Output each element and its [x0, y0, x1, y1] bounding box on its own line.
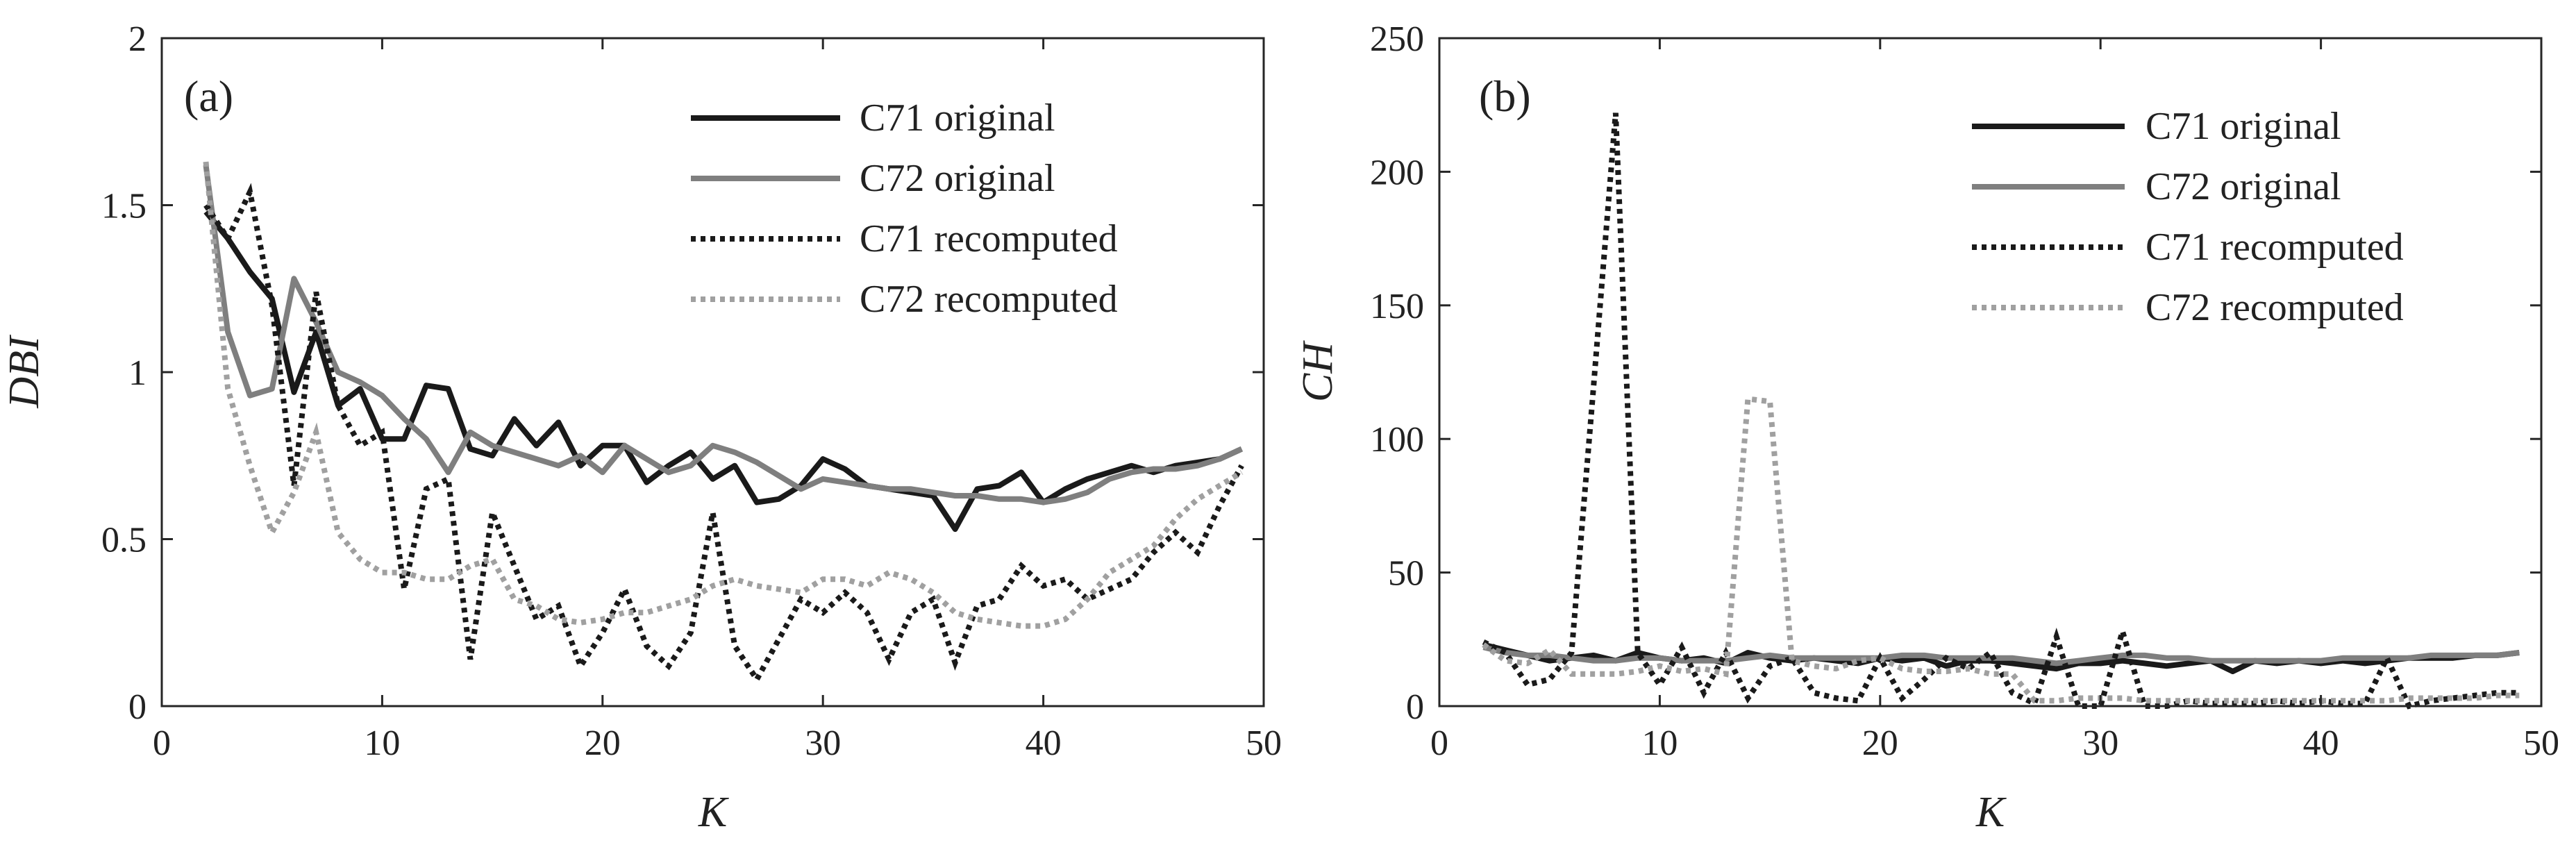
x-tick-label: 40 — [1026, 723, 1062, 763]
y-tick-label: 100 — [1370, 420, 1424, 460]
x-tick-label: 20 — [1862, 723, 1898, 763]
legend-label: C72 recomputed — [2146, 286, 2404, 329]
series-line-c72-original — [1482, 644, 2520, 667]
legend-label: C71 original — [2146, 105, 2341, 148]
y-tick-label: 1 — [128, 353, 147, 393]
y-tick-label: 0 — [1406, 687, 1424, 727]
dbi-panel: 0 10 20 30 40 50 0 0.5 1 1.5 2 K DBI (a) C71 original C… — [1, 19, 1282, 836]
x-tick-label: 20 — [585, 723, 621, 763]
legend-label: C72 recomputed — [860, 278, 1118, 321]
y-axis-label: CH — [1294, 340, 1341, 402]
legend-label: C72 original — [860, 157, 1055, 200]
y-tick-label: 50 — [1388, 554, 1424, 594]
x-tick-label: 50 — [2523, 723, 2559, 763]
legend-label: C71 original — [860, 97, 1055, 140]
x-tick-label: 40 — [2303, 723, 2339, 763]
x-tick-label: 30 — [2082, 723, 2118, 763]
legend-label: C71 recomputed — [860, 217, 1118, 260]
y-tick-label: 0 — [128, 687, 147, 727]
series-line-c71-recomputed — [1482, 112, 2520, 710]
x-tick-label: 10 — [1641, 723, 1678, 763]
x-tick-label: 50 — [1246, 723, 1282, 763]
panel-label: (a) — [184, 72, 233, 121]
y-tick-label: 200 — [1370, 153, 1424, 192]
x-axis-label: K — [1975, 789, 2007, 836]
series-line-c72-recomputed — [203, 161, 1244, 629]
ch-panel: 0 10 20 30 40 50 0 50 100 150 200 250 K CH (b) C71 orig… — [1294, 19, 2559, 836]
legend-label: C71 recomputed — [2146, 226, 2404, 269]
x-tick-label: 0 — [1430, 723, 1448, 763]
y-tick-label: 150 — [1370, 287, 1424, 326]
series-line-c71-original — [203, 210, 1243, 533]
x-tick-label: 30 — [805, 723, 841, 763]
series-line-c72-original — [203, 165, 1243, 505]
y-tick-label: 2 — [128, 19, 147, 59]
y-tick-label: 0.5 — [101, 521, 147, 560]
x-tick-label: 0 — [153, 723, 171, 763]
series-line-c71-recomputed — [203, 183, 1244, 685]
panel-label: (b) — [1479, 72, 1531, 121]
axes-frame — [1438, 37, 2543, 708]
y-axis-label: DBI — [1, 334, 48, 409]
y-tick-label: 1.5 — [101, 187, 147, 226]
x-tick-label: 10 — [364, 723, 400, 763]
y-tick-label: 250 — [1370, 19, 1424, 59]
legend-label: C72 original — [2146, 165, 2341, 208]
x-axis-label: K — [698, 789, 730, 836]
